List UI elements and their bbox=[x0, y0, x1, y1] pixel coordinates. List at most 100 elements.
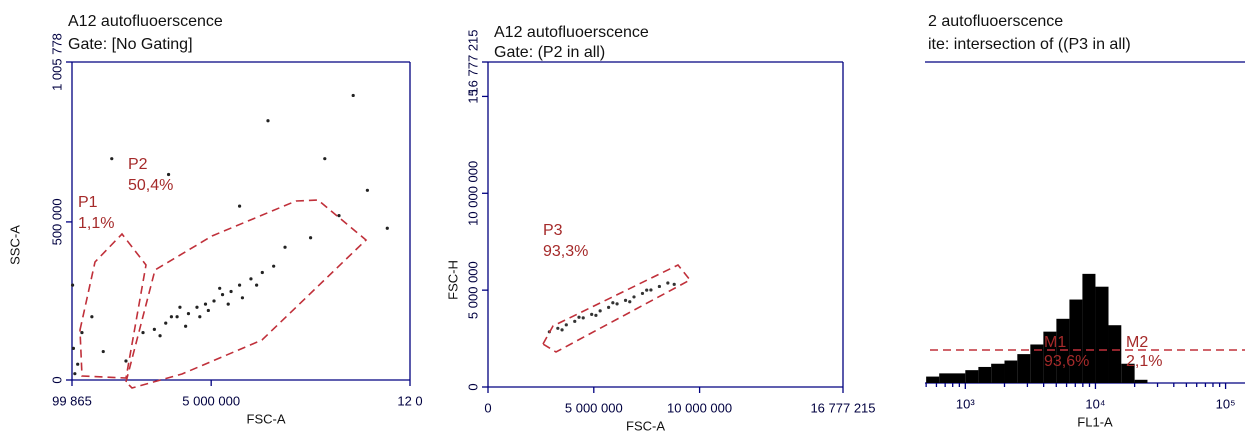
x-axis-label: FSC-A bbox=[626, 418, 665, 433]
data-point bbox=[198, 315, 202, 319]
data-point bbox=[560, 328, 564, 332]
histogram-bar bbox=[1134, 379, 1148, 383]
x-tick-label: 12 0 bbox=[397, 393, 422, 408]
data-point bbox=[649, 288, 653, 292]
y-tick-label: 1 005 778 bbox=[49, 33, 64, 91]
y-axis-label: SSC-A bbox=[7, 225, 22, 265]
data-point bbox=[615, 302, 619, 306]
chart-title: A12 autofluoerscence bbox=[494, 24, 649, 41]
histogram-bar bbox=[1004, 360, 1018, 383]
data-point bbox=[594, 313, 598, 317]
data-point bbox=[611, 301, 615, 305]
data-point bbox=[365, 188, 369, 192]
y-tick-label: 15 bbox=[465, 89, 480, 103]
data-point bbox=[564, 323, 568, 327]
histogram-bar bbox=[1121, 363, 1135, 383]
histogram-bar bbox=[939, 373, 952, 383]
x-tick-label: 10⁴ bbox=[1085, 396, 1105, 411]
data-point bbox=[573, 319, 577, 323]
histogram-bar bbox=[978, 366, 992, 383]
data-point bbox=[240, 296, 245, 300]
data-point bbox=[283, 245, 287, 249]
data-point bbox=[590, 312, 594, 316]
data-point bbox=[184, 324, 188, 328]
data-point bbox=[73, 372, 77, 376]
data-point bbox=[141, 330, 145, 335]
data-point bbox=[623, 298, 628, 303]
gate-percent: 50,4% bbox=[128, 177, 173, 194]
gate-percent: 93,3% bbox=[543, 243, 588, 260]
y-tick-label: 500 000 bbox=[49, 198, 64, 245]
data-point bbox=[90, 315, 94, 319]
data-point bbox=[556, 326, 560, 330]
data-point bbox=[255, 283, 259, 287]
gate-label: P1 bbox=[78, 194, 98, 211]
histogram-bar bbox=[1030, 344, 1044, 383]
x-tick-label: 99 865 bbox=[52, 393, 92, 408]
marker-percent: 93,6% bbox=[1044, 353, 1089, 370]
data-point bbox=[628, 300, 632, 304]
x-tick-label: 5 000 000 bbox=[182, 393, 240, 408]
data-point bbox=[577, 315, 581, 319]
data-point bbox=[351, 93, 355, 98]
data-point bbox=[178, 305, 182, 309]
data-point bbox=[657, 284, 661, 289]
data-point bbox=[632, 295, 636, 299]
data-point bbox=[337, 213, 341, 218]
marker-label: M2 bbox=[1126, 334, 1148, 351]
data-point bbox=[152, 327, 156, 332]
data-point bbox=[101, 349, 105, 354]
x-tick-label: 10³ bbox=[956, 396, 975, 411]
marker-label: M1 bbox=[1044, 334, 1066, 351]
y-tick-label: 0 bbox=[49, 376, 64, 383]
histogram-bar bbox=[1056, 318, 1070, 383]
x-tick-label: 16 777 215 bbox=[810, 400, 875, 415]
data-point bbox=[607, 305, 611, 309]
chart-subtitle: Gate: [No Gating] bbox=[68, 36, 193, 53]
histogram-bar bbox=[951, 373, 966, 383]
histogram-bar bbox=[1082, 273, 1096, 383]
plot: 99 865 5 000 000 12 0 0 500 000 1 005 778 FSC-… bbox=[7, 33, 422, 426]
data-point bbox=[666, 281, 670, 285]
y-tick-label: 0 bbox=[465, 383, 480, 390]
data-point bbox=[186, 312, 191, 316]
histogram-bar bbox=[1017, 354, 1031, 383]
data-point bbox=[80, 330, 84, 335]
histogram-bar bbox=[926, 376, 940, 383]
histogram-bar bbox=[1108, 325, 1122, 383]
gate-p3 bbox=[541, 264, 692, 353]
gate-p1 bbox=[79, 232, 147, 379]
data-point bbox=[169, 315, 174, 319]
data-point bbox=[645, 288, 649, 292]
histogram-bar bbox=[1095, 286, 1109, 383]
data-point bbox=[206, 308, 210, 313]
y-tick-label: 10 000 000 bbox=[465, 161, 480, 226]
data-point bbox=[110, 157, 114, 161]
data-point bbox=[158, 334, 162, 338]
chart-subtitle: Gate: (P2 in all) bbox=[494, 44, 605, 61]
histogram-bar bbox=[1043, 331, 1057, 383]
data-point bbox=[218, 286, 222, 290]
data-point bbox=[308, 236, 313, 240]
y-tick-label: 5 000 000 bbox=[465, 261, 480, 319]
data-point bbox=[640, 291, 645, 296]
data-point bbox=[598, 309, 602, 313]
histogram-bar bbox=[991, 363, 1005, 383]
data-point bbox=[166, 172, 171, 177]
chart-title: A12 autofluoerscence bbox=[68, 13, 223, 30]
data-point bbox=[124, 359, 128, 363]
x-tick-label: 0 bbox=[484, 400, 491, 415]
data-point bbox=[323, 157, 327, 161]
gate-label: P2 bbox=[128, 156, 148, 173]
chart-title: 2 autofluoerscence bbox=[928, 13, 1063, 30]
data-point bbox=[76, 362, 80, 366]
data-point bbox=[220, 293, 225, 297]
marker-percent: 2,1% bbox=[1126, 353, 1162, 370]
data-point bbox=[266, 119, 270, 123]
y-axis-label: FSC-H bbox=[445, 260, 460, 300]
data-point bbox=[260, 270, 264, 275]
gate-p2 bbox=[125, 199, 368, 389]
data-point bbox=[237, 283, 242, 287]
data-point bbox=[237, 204, 242, 208]
